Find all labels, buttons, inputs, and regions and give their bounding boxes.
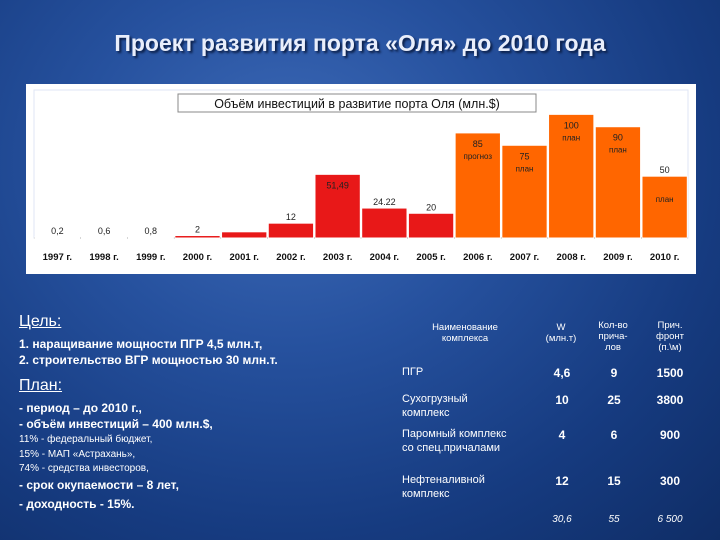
table-header-cell: комплекса bbox=[400, 333, 530, 344]
data-label-2007 г.: 75 bbox=[519, 151, 529, 161]
plan-line: - доходность - 15%. bbox=[19, 497, 135, 511]
table-row-name: Паромный комплекс bbox=[402, 428, 507, 441]
table-header-cell: W bbox=[538, 322, 584, 333]
table-cell-berths: 6 bbox=[592, 428, 636, 442]
table-total-front: 6 500 bbox=[646, 514, 694, 525]
category-label-2009 г.: 2009 г. bbox=[603, 252, 632, 263]
bar-1997 г. bbox=[35, 237, 80, 238]
data-label-2009 г.: 90 bbox=[613, 133, 623, 143]
table-cell-berths: 9 bbox=[592, 366, 636, 380]
data-label-2005 г.: 20 bbox=[426, 202, 436, 212]
category-label-1998 г.: 1998 г. bbox=[89, 252, 118, 263]
bar-note-2008 г.: план bbox=[562, 133, 580, 142]
data-label-2003 г.: 51,49 bbox=[326, 180, 349, 190]
plan-line: - объём инвестиций – 400 млн.$, bbox=[19, 417, 213, 431]
category-label-1999 г.: 1999 г. bbox=[136, 252, 165, 263]
bar-2010 г. bbox=[642, 176, 687, 238]
table-header-cell: Кол-во bbox=[586, 320, 640, 331]
table-row-name: комплекс bbox=[402, 407, 450, 420]
table-cell-w: 12 bbox=[540, 474, 584, 488]
bar-2005 г. bbox=[408, 213, 453, 238]
table-row-name: Нефтеналивной bbox=[402, 474, 485, 487]
table-row-name: комплекс bbox=[402, 488, 450, 501]
table-cell-w: 4,6 bbox=[540, 366, 584, 380]
table-cell-berths: 15 bbox=[592, 474, 636, 488]
data-label-2008 г.: 100 bbox=[564, 120, 579, 130]
category-label-2000 г.: 2000 г. bbox=[183, 252, 212, 263]
table-cell-front: 900 bbox=[646, 428, 694, 442]
table-header-cell: Наименование bbox=[400, 322, 530, 333]
table-cell-front: 1500 bbox=[646, 366, 694, 380]
table-row-name: ПГР bbox=[402, 366, 423, 379]
data-label-2006 г.: 85 bbox=[473, 139, 483, 149]
data-label-1999 г.: 0,8 bbox=[145, 226, 158, 236]
table-header-cell: (п.\м) bbox=[642, 342, 698, 353]
category-label-2005 г.: 2005 г. bbox=[416, 252, 445, 263]
goal-heading: Цель: bbox=[19, 313, 61, 331]
plan-line: - срок окупаемости – 8 лет, bbox=[19, 478, 179, 492]
bar-note-2009 г.: план bbox=[609, 146, 627, 155]
bar-note-2007 г.: план bbox=[516, 164, 534, 173]
bar-note-2006 г.: прогноз bbox=[463, 152, 492, 161]
table-cell-berths: 25 bbox=[592, 393, 636, 407]
table-total-w: 30,6 bbox=[540, 514, 584, 525]
category-label-2010 г.: 2010 г. bbox=[650, 252, 679, 263]
goal-line: 1. наращивание мощности ПГР 4,5 млн.т, bbox=[19, 337, 262, 351]
bar-2002 г. bbox=[268, 223, 313, 238]
category-label-2004 г.: 2004 г. bbox=[370, 252, 399, 263]
investment-bar-chart: 0,2 1997 г. 0,6 1998 г. 0,8 1999 г. 2 2000 г. 20… bbox=[26, 84, 696, 274]
data-label-1997 г.: 0,2 bbox=[51, 226, 64, 236]
plan-line: - период – до 2010 г., bbox=[19, 401, 142, 415]
plan-heading: План: bbox=[19, 377, 62, 395]
data-label-2000 г.: 2 bbox=[195, 225, 200, 235]
table-header-cell: прича- bbox=[586, 331, 640, 342]
table-header-cell: (млн.т) bbox=[538, 333, 584, 344]
table-cell-front: 300 bbox=[646, 474, 694, 488]
category-label-1997 г.: 1997 г. bbox=[43, 252, 72, 263]
table-header-cell: лов bbox=[586, 342, 640, 353]
data-label-2010 г.: 50 bbox=[660, 165, 670, 175]
category-label-2002 г.: 2002 г. bbox=[276, 252, 305, 263]
slide-title: Проект развития порта «Оля» до 2010 года bbox=[0, 30, 720, 57]
bar-note-2010 г.: план bbox=[656, 195, 674, 204]
bar-2009 г. bbox=[595, 127, 640, 238]
data-label-1998 г.: 0,6 bbox=[98, 226, 111, 236]
table-total-berths: 55 bbox=[592, 514, 636, 525]
table-cell-front: 3800 bbox=[646, 393, 694, 407]
bar-2000 г. bbox=[175, 236, 220, 238]
category-label-2001 г.: 2001 г. bbox=[230, 252, 259, 263]
table-cell-w: 10 bbox=[540, 393, 584, 407]
data-label-2002 г.: 12 bbox=[286, 212, 296, 222]
category-label-2007 г.: 2007 г. bbox=[510, 252, 539, 263]
category-label-2008 г.: 2008 г. bbox=[557, 252, 586, 263]
category-label-2003 г.: 2003 г. bbox=[323, 252, 352, 263]
table-header-cell: Прич. bbox=[642, 320, 698, 331]
bar-2004 г. bbox=[362, 208, 407, 238]
table-cell-w: 4 bbox=[540, 428, 584, 442]
plan-line: 11% - федеральный бюджет, bbox=[19, 434, 152, 445]
table-row-name: Сухогрузный bbox=[402, 393, 468, 406]
bar-1998 г. bbox=[81, 237, 126, 238]
data-label-2004 г.: 24.22 bbox=[373, 197, 396, 207]
plan-line: 15% - МАП «Астрахань», bbox=[19, 449, 135, 460]
table-row-name: со спец.причалами bbox=[402, 442, 500, 455]
chart-title: Объём инвестиций в развитие порта Оля (м… bbox=[214, 97, 500, 111]
category-label-2006 г.: 2006 г. bbox=[463, 252, 492, 263]
plan-line: 74% - средства инвесторов, bbox=[19, 463, 149, 474]
bar-2001 г. bbox=[222, 232, 267, 238]
bar-1999 г. bbox=[128, 237, 173, 238]
table-header-cell: фронт bbox=[642, 331, 698, 342]
goal-line: 2. строительство ВГР мощностью 30 млн.т. bbox=[19, 353, 278, 367]
